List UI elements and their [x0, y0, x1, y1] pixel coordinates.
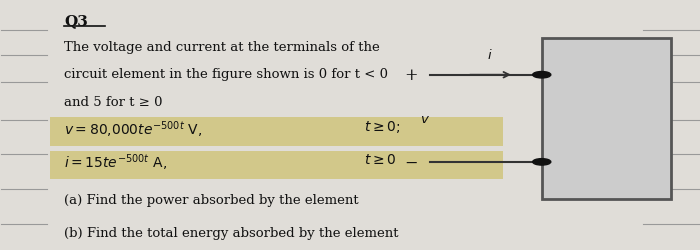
- Text: and 5 for t ≥ 0: and 5 for t ≥ 0: [64, 95, 162, 108]
- Text: The voltage and current at the terminals of the: The voltage and current at the terminals…: [64, 41, 380, 54]
- Text: $t \geq 0;$: $t \geq 0;$: [364, 119, 400, 135]
- Bar: [50, 151, 503, 180]
- Text: 1: 1: [561, 69, 570, 82]
- Text: $t \geq 0$: $t \geq 0$: [364, 152, 396, 166]
- Text: Q3: Q3: [64, 14, 88, 28]
- Circle shape: [533, 72, 551, 79]
- Text: +: +: [404, 67, 418, 84]
- Text: (b) Find the total energy absorbed by the element: (b) Find the total energy absorbed by th…: [64, 226, 398, 239]
- Bar: [50, 118, 503, 146]
- Text: $i$: $i$: [486, 48, 492, 62]
- Circle shape: [533, 159, 551, 166]
- Text: $v = 80{,}000te^{-500t}\ \mathrm{V},$: $v = 80{,}000te^{-500t}\ \mathrm{V},$: [64, 119, 202, 139]
- Text: $v$: $v$: [419, 112, 430, 125]
- Bar: [542, 38, 671, 199]
- Text: (a) Find the power absorbed by the element: (a) Find the power absorbed by the eleme…: [64, 193, 359, 206]
- Text: 2: 2: [561, 156, 570, 169]
- Text: −: −: [405, 154, 418, 171]
- Text: $i = 15te^{-500t}\ \mathrm{A},$: $i = 15te^{-500t}\ \mathrm{A},$: [64, 152, 167, 173]
- Text: circuit element in the figure shown is 0 for t < 0: circuit element in the figure shown is 0…: [64, 68, 388, 81]
